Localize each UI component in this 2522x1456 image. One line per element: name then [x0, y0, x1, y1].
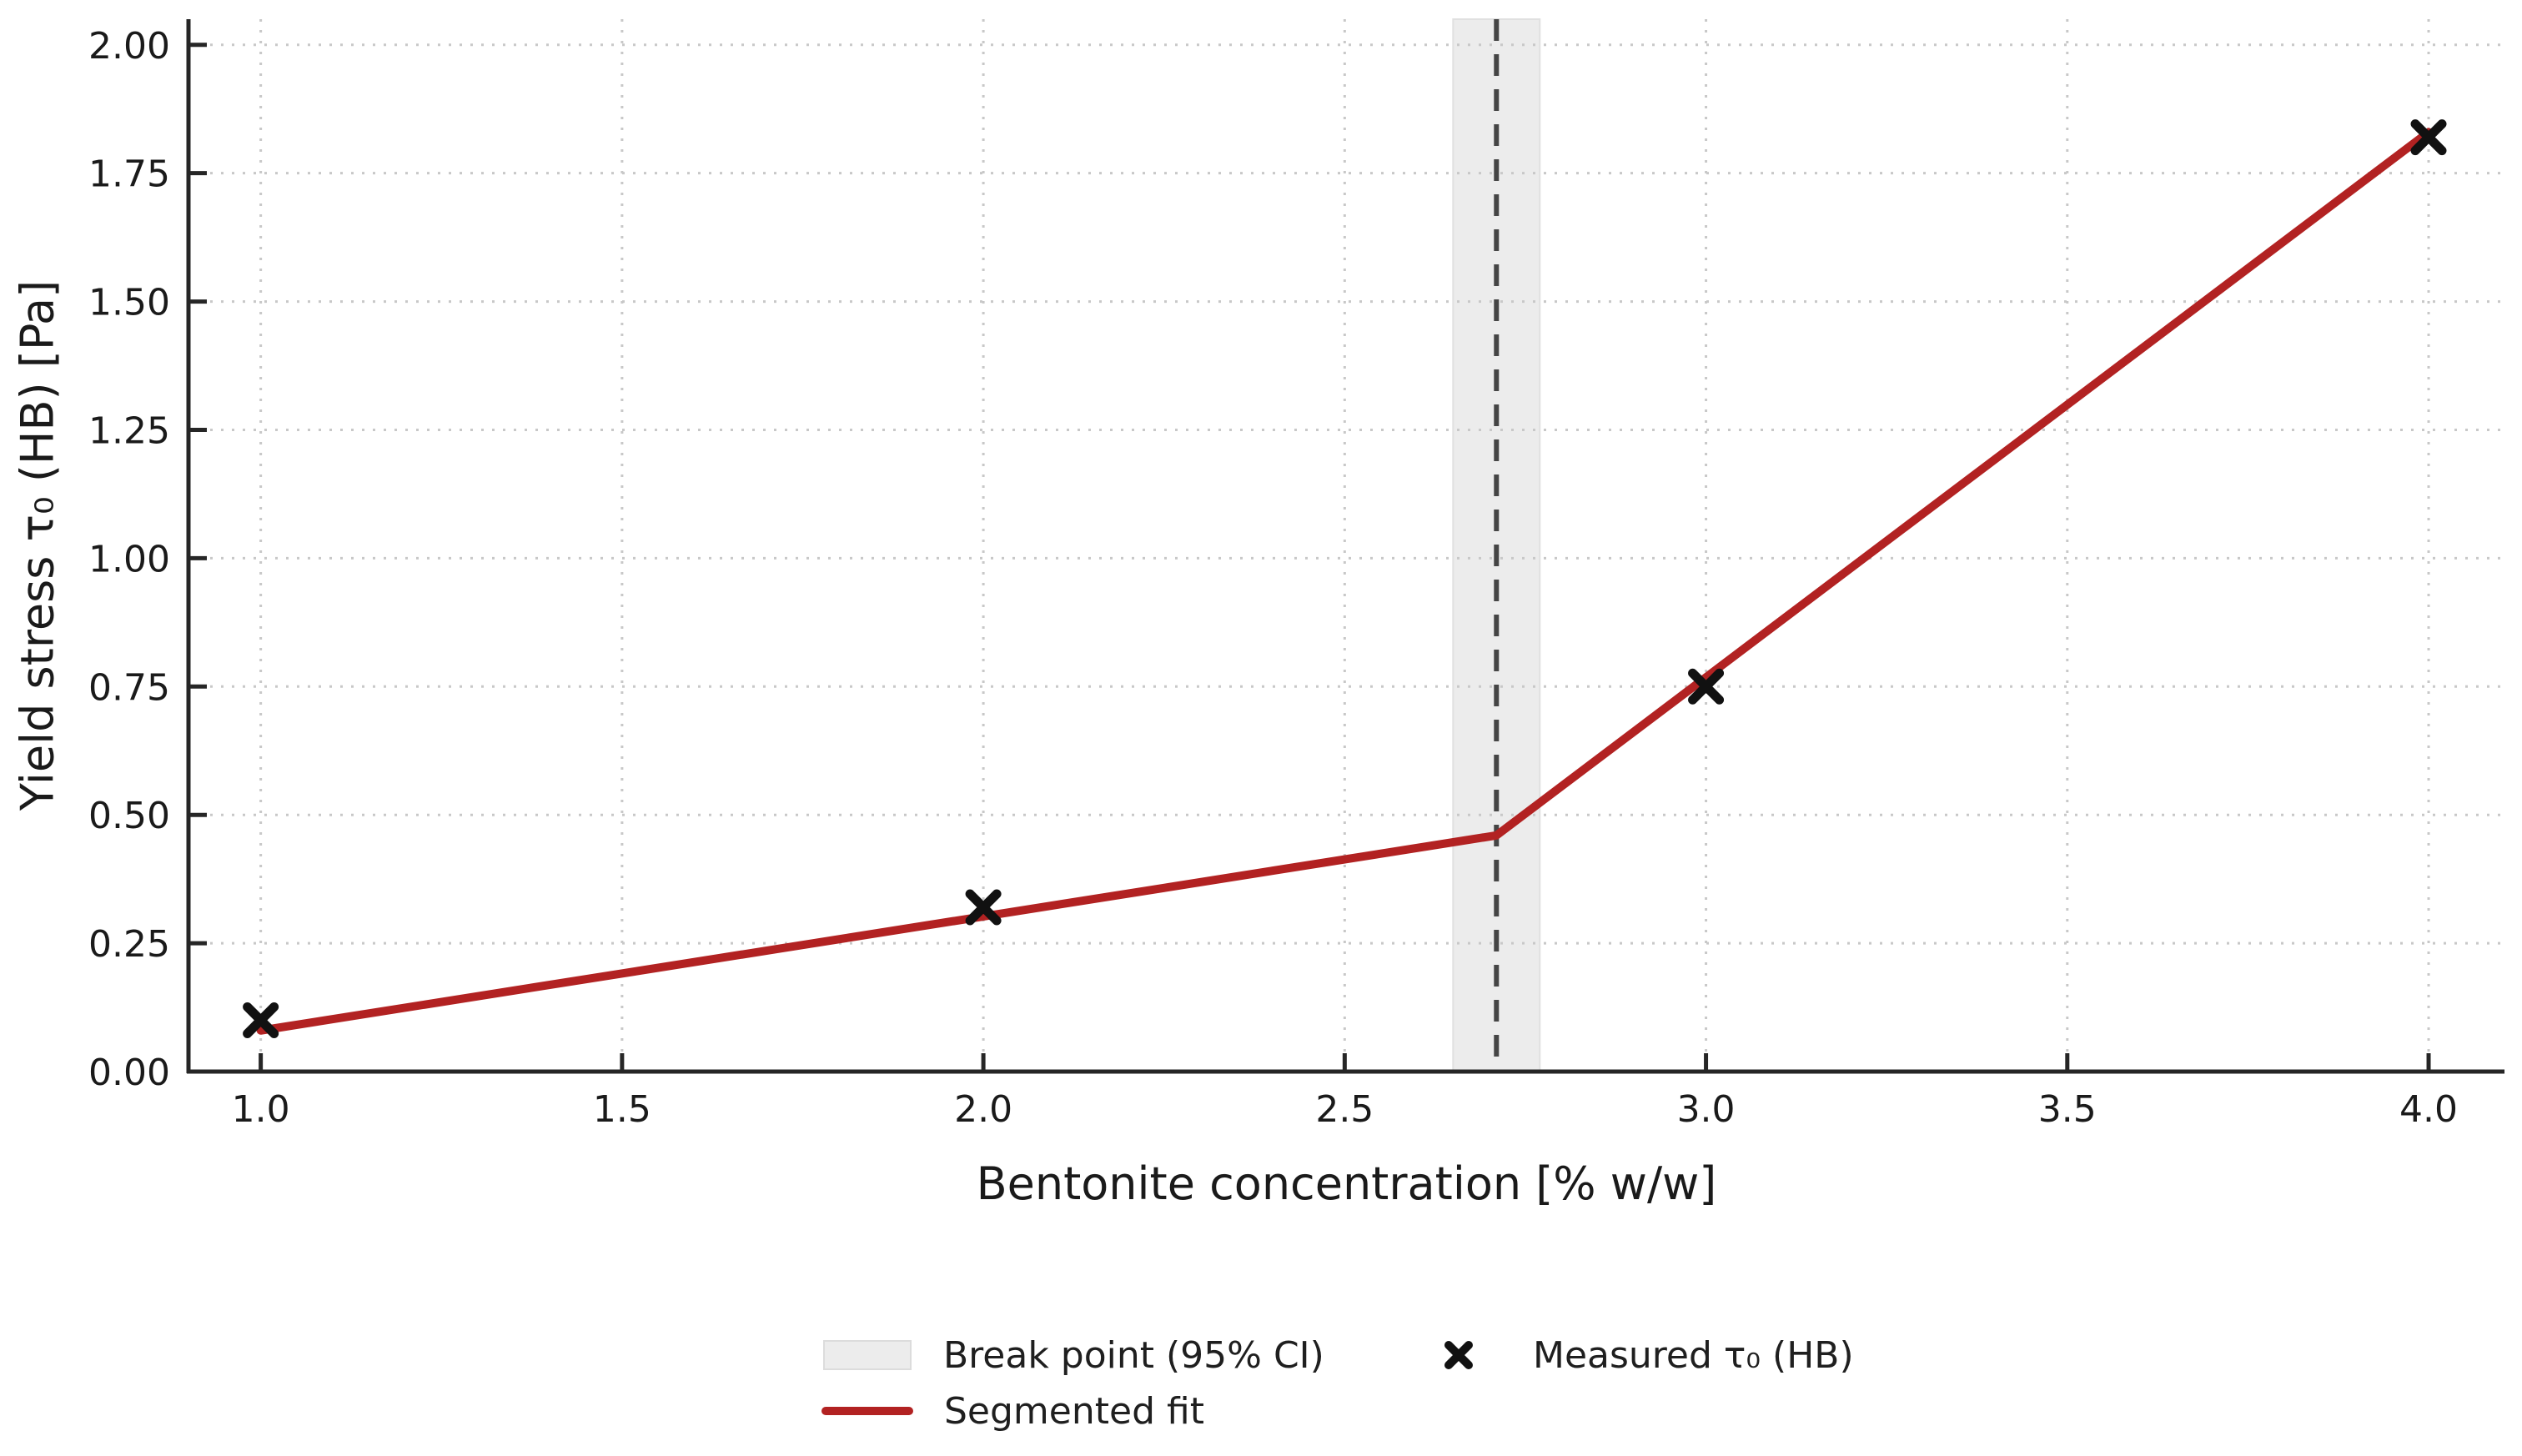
x-tick-label: 1.5: [593, 1088, 651, 1131]
data-point-marker: [243, 1002, 279, 1038]
x-tick-label: 2.0: [954, 1088, 1012, 1131]
y-tick-label: 1.00: [88, 538, 170, 580]
gridlines: [188, 19, 2504, 1073]
legend-entry-break-point: Break point (95% CI): [823, 1333, 1324, 1377]
x-tick-label: 3.0: [1677, 1088, 1736, 1131]
y-axis-label: Yield stress τ₀ (HB) [Pa]: [11, 279, 64, 811]
y-tick-label: 1.50: [88, 282, 170, 324]
x-marker-icon: [1444, 1341, 1473, 1369]
segmented-fit-line-swatch: [821, 1407, 913, 1415]
legend-label-break-point: Break point (95% CI): [943, 1333, 1324, 1377]
y-tick-label: 1.25: [88, 409, 170, 452]
x-tick-label: 3.5: [2038, 1088, 2097, 1131]
y-tick-label: 0.50: [88, 795, 170, 837]
measured-data-points: [243, 119, 2447, 1038]
x-tick-label: 1.0: [232, 1088, 290, 1131]
y-tick-label: 0.25: [88, 923, 170, 966]
break-point-band-swatch: [823, 1340, 912, 1370]
legend-entry-segmented-fit: Segmented fit: [821, 1389, 1204, 1433]
y-tick-label: 0.75: [88, 666, 170, 709]
y-tick-label: 1.75: [88, 153, 170, 196]
x-axis-label: Bentonite concentration [% w/w]: [976, 1157, 1717, 1210]
x-tick-label: 2.5: [1315, 1088, 1374, 1131]
axes-spines: [186, 19, 2504, 1074]
data-point-marker: [2410, 119, 2447, 156]
x-tick-label: 4.0: [2399, 1088, 2458, 1131]
segmented-fit-line: [256, 128, 2434, 1035]
legend-entry-measured: Measured τ₀ (HB): [1442, 1333, 1854, 1377]
axis-ticks: [188, 43, 2431, 1074]
legend-label-segmented-fit: Segmented fit: [944, 1389, 1204, 1433]
data-point-marker: [1688, 668, 1725, 705]
y-tick-label: 0.00: [88, 1052, 170, 1094]
data-point-marker: [965, 889, 1002, 926]
y-tick-label: 2.00: [88, 25, 170, 68]
tick-labels: 0.00 0.25 0.50 0.75 1.00 1.25 1.50 1.75 2.00 1.0 1…: [88, 25, 2458, 1131]
legend-label-measured: Measured τ₀ (HB): [1533, 1333, 1854, 1377]
